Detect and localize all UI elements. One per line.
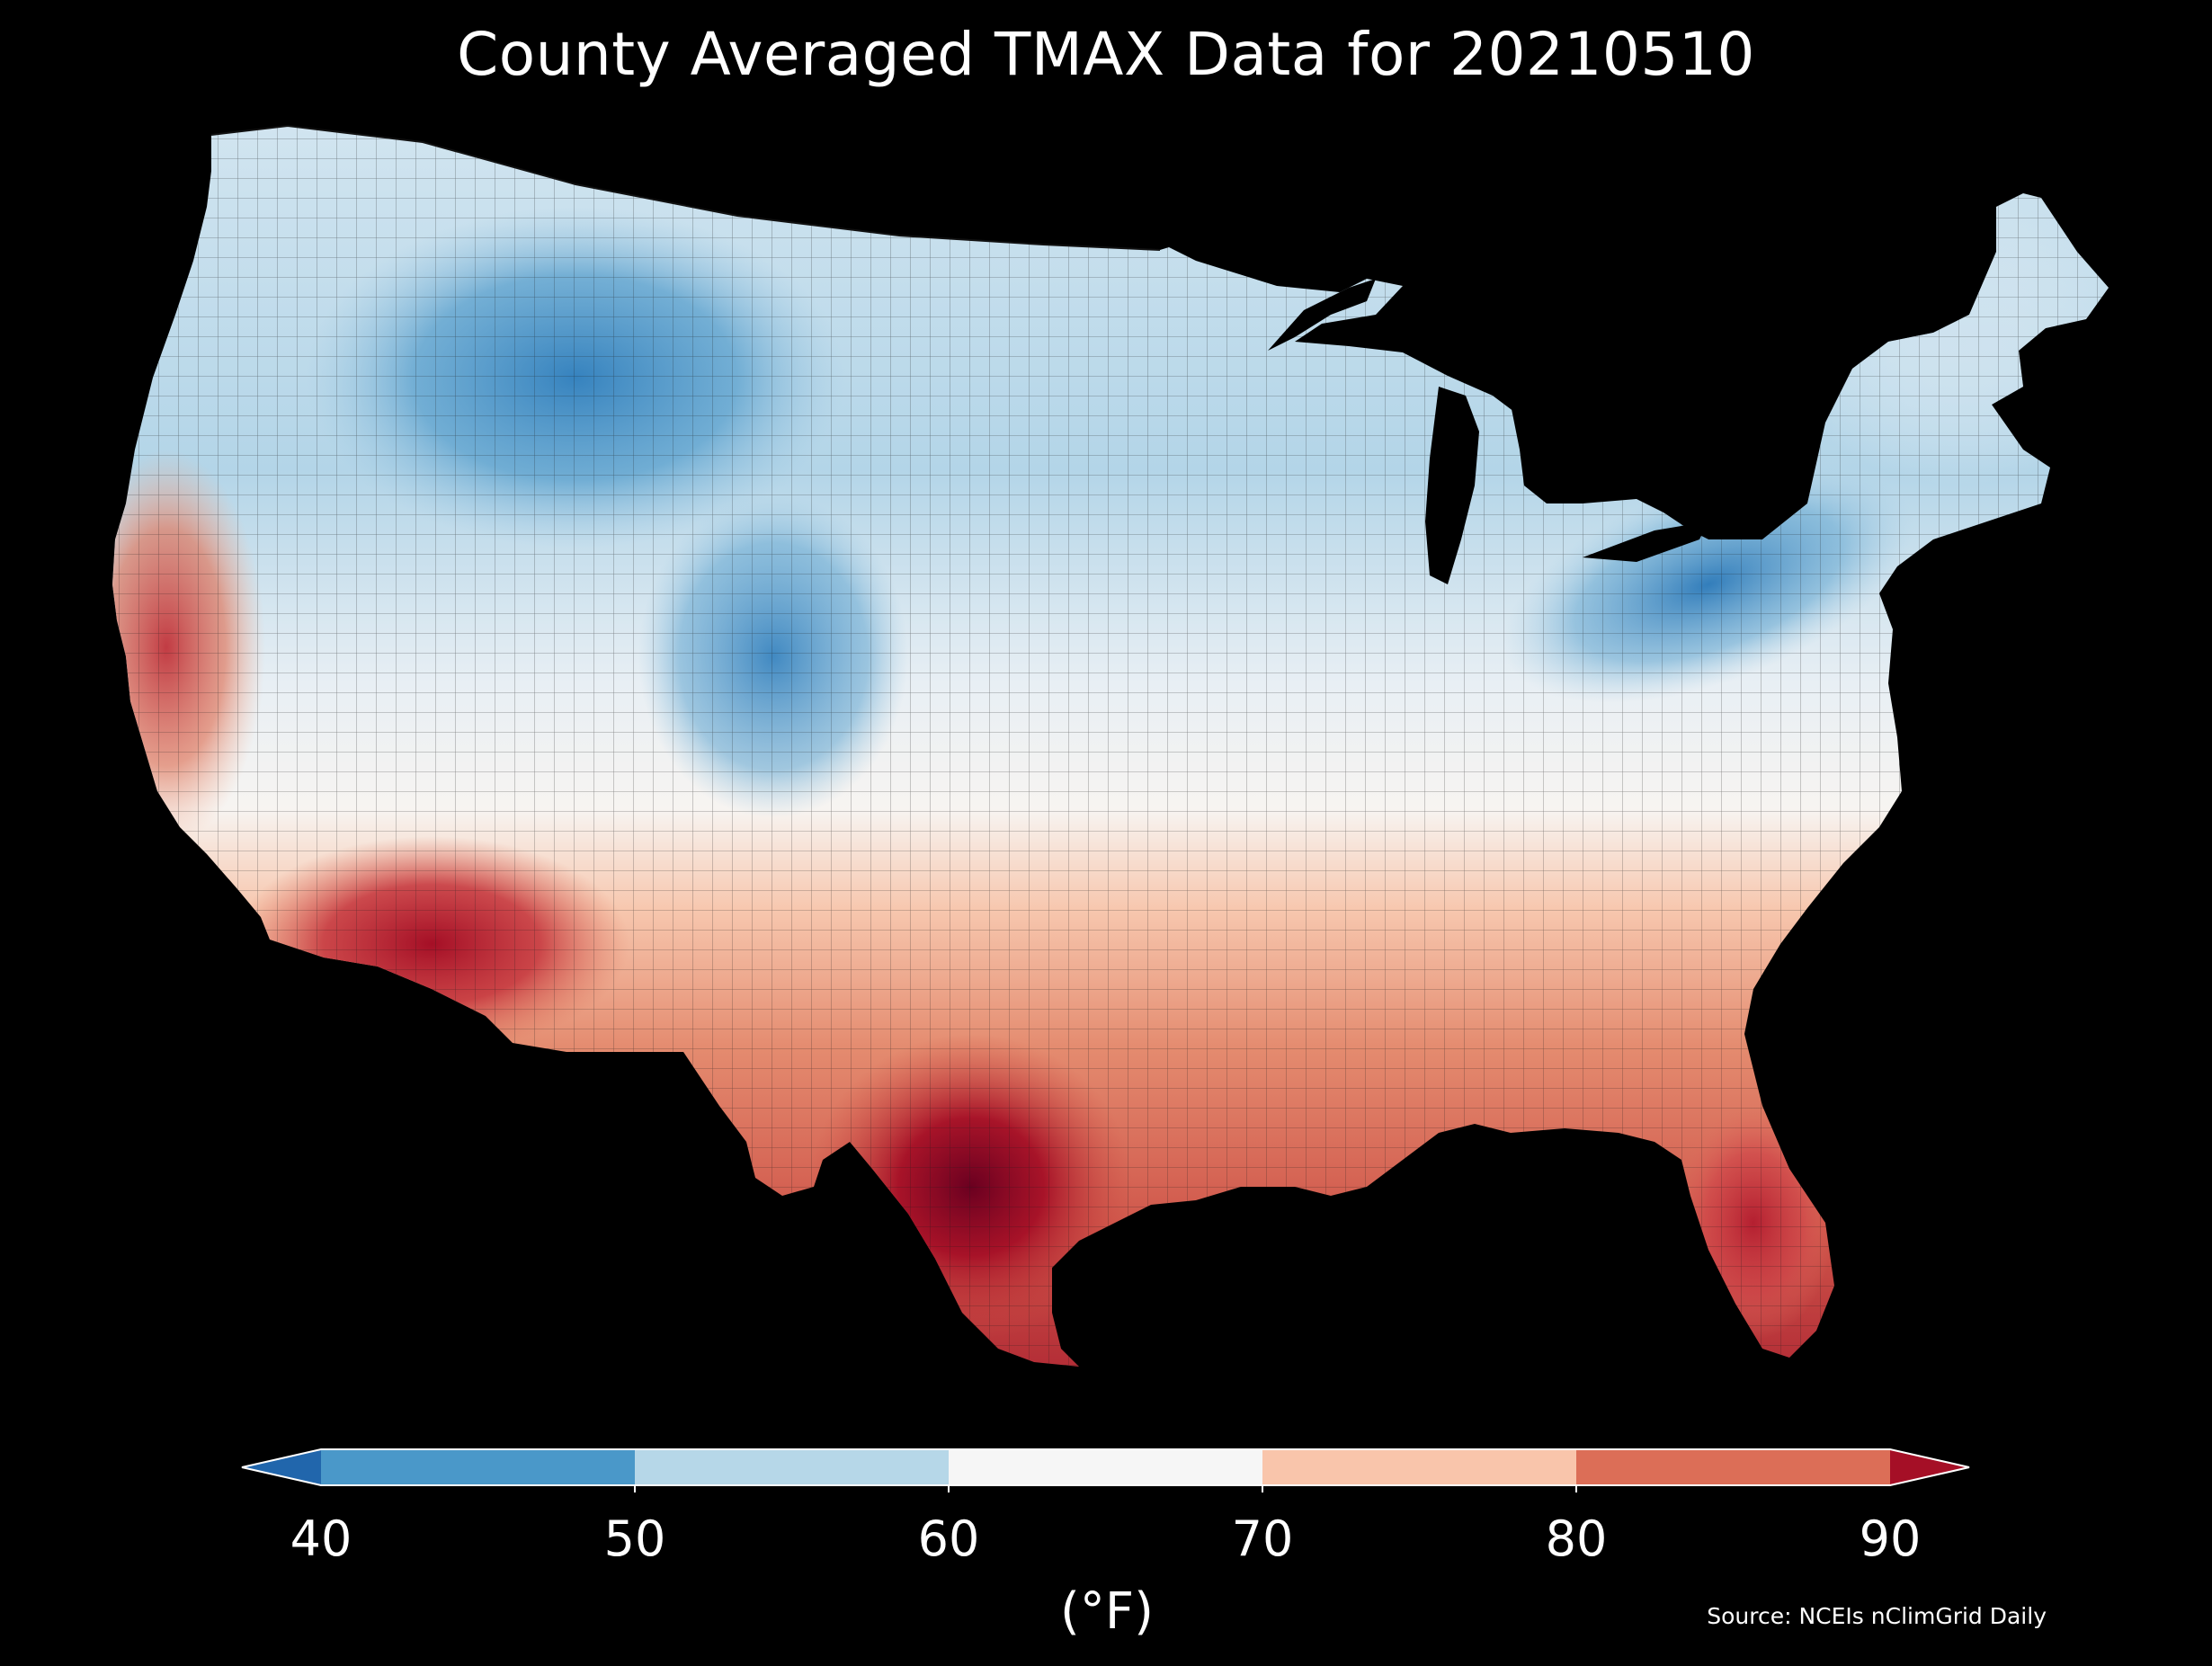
colorbar-unit-label: (°F) xyxy=(1060,1582,1154,1641)
colorbar-tick-90: 90 xyxy=(1859,1510,1922,1567)
lake-superior xyxy=(1268,279,1376,351)
lake-huron xyxy=(1511,405,1565,503)
colorbar-tick-60: 60 xyxy=(917,1510,980,1567)
colorbar-bin-70-80 xyxy=(1262,1449,1576,1485)
great-lakes xyxy=(1268,279,1708,584)
colorbar-bin-60-70 xyxy=(949,1449,1262,1485)
colorbar-bin-80-90 xyxy=(1576,1449,1890,1485)
colorbar-outline xyxy=(241,1448,1970,1486)
colorbar-tick-80: 80 xyxy=(1545,1510,1608,1567)
choropleth-map xyxy=(112,124,2109,1367)
colorbar-bin-40-50 xyxy=(321,1449,635,1485)
source-credit: Source: NCEIs nClimGrid Daily xyxy=(1707,1603,2047,1629)
map-title: County Averaged TMAX Data for 20210510 xyxy=(457,20,1755,89)
colorbar-bin-50-60 xyxy=(635,1449,949,1485)
colorbar-tick-50: 50 xyxy=(603,1510,666,1567)
colorbar-under-arrow xyxy=(242,1449,321,1485)
colorbar-tick-70: 70 xyxy=(1231,1510,1294,1567)
conus-outline xyxy=(210,124,1161,251)
lake-michigan xyxy=(1425,387,1479,584)
colorbar-tick-40: 40 xyxy=(290,1510,352,1567)
lake-erie xyxy=(1583,521,1708,562)
colorbar-over-arrow xyxy=(1890,1449,1969,1485)
